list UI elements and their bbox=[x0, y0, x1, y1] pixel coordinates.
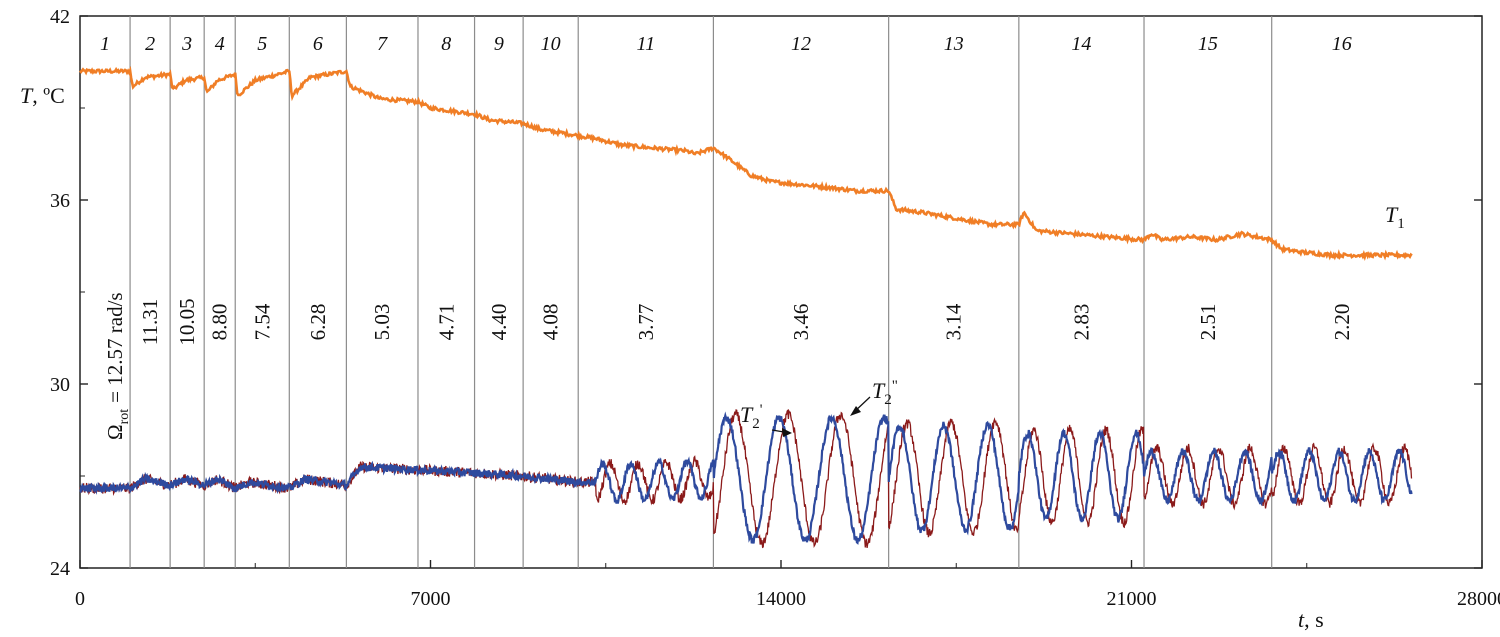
segment-index-labels: 1 2 3 4 5 6 7 8 9 10 11 12 13 14 15 16 bbox=[100, 33, 1352, 55]
segment-index: 9 bbox=[494, 33, 504, 55]
t1-series-label: T1 bbox=[1385, 202, 1405, 232]
omega-value: 6.28 bbox=[306, 304, 330, 341]
y-tick-label: 42 bbox=[50, 6, 70, 28]
x-tick-label: 7000 bbox=[411, 588, 451, 610]
t2-double-prime-label: T2" bbox=[872, 378, 898, 408]
omega-value-labels: 11.31 10.05 8.80 7.54 6.28 5.03 4.71 4.40 4.08 3.… bbox=[138, 298, 1354, 345]
omega-value: 4.40 bbox=[487, 304, 511, 341]
t1-series-line bbox=[78, 65, 1413, 262]
segment-index: 7 bbox=[377, 33, 388, 55]
segment-index: 2 bbox=[145, 33, 155, 55]
segment-index: 15 bbox=[1198, 33, 1218, 55]
x-tick-label: 0 bbox=[75, 588, 85, 610]
segment-index: 16 bbox=[1332, 33, 1352, 55]
omega-value: 4.08 bbox=[539, 304, 563, 341]
data-series bbox=[78, 65, 1413, 549]
t2-prime-arrow bbox=[771, 428, 792, 437]
omega-value: 2.20 bbox=[1330, 304, 1354, 341]
segment-index: 1 bbox=[100, 33, 110, 55]
t2-prime-label: T2' bbox=[740, 402, 763, 432]
t2-prime-series-line bbox=[79, 411, 1413, 545]
segment-index: 10 bbox=[541, 33, 561, 55]
omega-value: 11.31 bbox=[138, 299, 162, 345]
y-axis-label: T, ºC bbox=[20, 83, 65, 108]
segment-index: 5 bbox=[257, 33, 267, 55]
segment-index: 3 bbox=[181, 33, 192, 55]
segment-index: 13 bbox=[944, 33, 964, 55]
omega-value: 3.77 bbox=[634, 304, 658, 341]
omega-value: 10.05 bbox=[175, 298, 199, 345]
t2-double-prime-series-line bbox=[79, 408, 1413, 549]
y-tick-label: 30 bbox=[50, 374, 70, 396]
x-tick-label: 28000 bbox=[1457, 588, 1500, 610]
omega-value: 8.80 bbox=[208, 304, 232, 341]
y-tick-label: 24 bbox=[50, 558, 70, 580]
omega-value: 7.54 bbox=[250, 303, 274, 340]
y-tick-label: 36 bbox=[50, 190, 70, 212]
x-tick-label: 21000 bbox=[1107, 588, 1157, 610]
x-tick-label: 14000 bbox=[756, 588, 806, 610]
omega-value: 2.83 bbox=[1069, 304, 1093, 341]
t2-double-prime-arrow bbox=[850, 396, 871, 416]
omega-value: 4.71 bbox=[434, 304, 458, 341]
segment-index: 14 bbox=[1071, 33, 1091, 55]
omega-value: 5.03 bbox=[370, 304, 394, 341]
segment-index: 4 bbox=[215, 33, 225, 55]
segment-index: 8 bbox=[441, 33, 451, 55]
x-axis-label: t, s bbox=[1298, 607, 1324, 632]
segment-index: 6 bbox=[313, 33, 323, 55]
omega-value: 3.14 bbox=[942, 303, 966, 340]
axis-tick-labels: 2430364207000140002100028000 bbox=[50, 6, 1500, 610]
segment-index: 12 bbox=[791, 33, 811, 55]
tick-marks bbox=[79, 15, 1483, 569]
omega-rot-label: Ωrot= 12.57 rad/s bbox=[103, 292, 132, 440]
segment-index: 11 bbox=[637, 33, 656, 55]
omega-value: 3.46 bbox=[789, 304, 813, 341]
omega-value: 2.51 bbox=[1196, 304, 1220, 341]
